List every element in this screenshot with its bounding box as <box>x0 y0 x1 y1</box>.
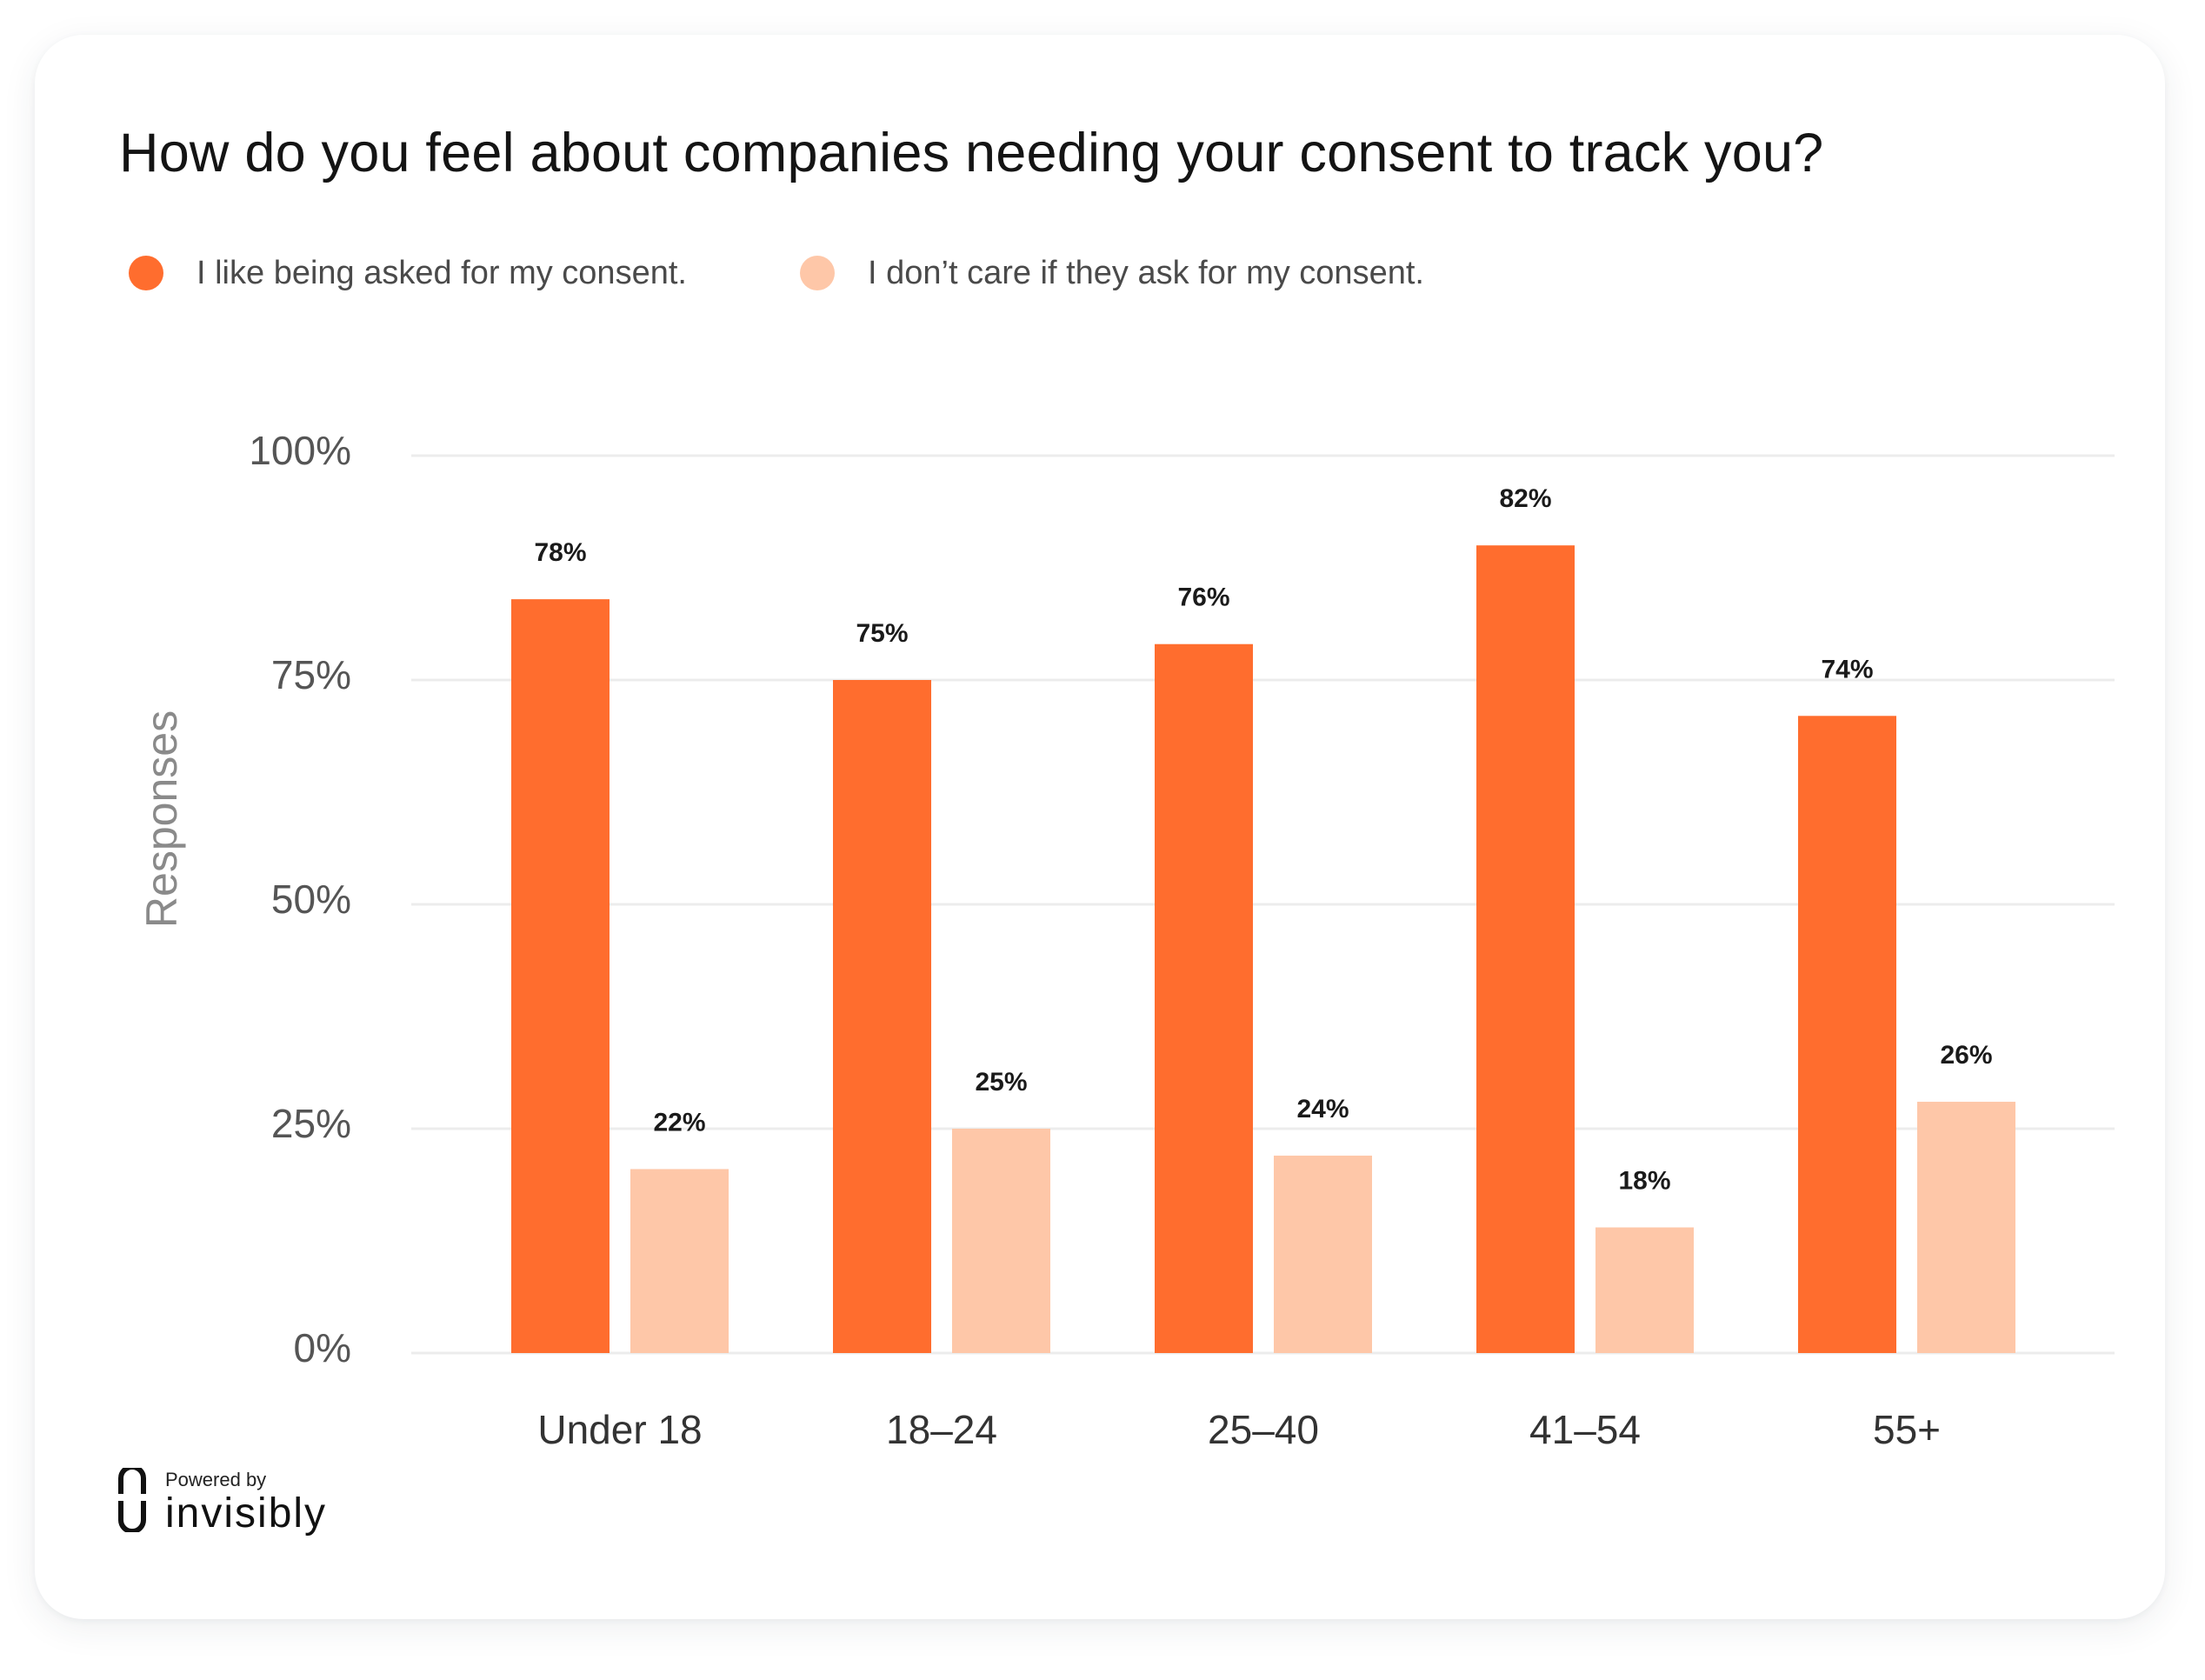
legend-item-like: I like being asked for my consent. <box>129 249 687 297</box>
data-label: 25% <box>975 1068 1027 1097</box>
data-label: 76% <box>1177 583 1229 612</box>
y-tick-label: 50% <box>271 877 351 922</box>
data-label: 18% <box>1618 1167 1670 1196</box>
legend-swatch-dont-care <box>800 256 835 290</box>
data-label: 26% <box>1940 1041 1992 1070</box>
y-tick-label: 0% <box>294 1325 351 1370</box>
data-label: 74% <box>1821 655 1873 683</box>
y-tick-label: 75% <box>271 652 351 697</box>
legend-swatch-like <box>129 256 163 290</box>
bar-like-18-24 <box>833 680 931 1353</box>
legend-label-dont-care: I don’t care if they ask for my consent. <box>868 254 1424 291</box>
data-label: 78% <box>534 538 586 567</box>
y-tick-label: 100% <box>249 428 351 473</box>
bar-like-25-40 <box>1155 643 1253 1353</box>
bar-like-under-18 <box>511 599 610 1353</box>
chart-title: How do you feel about companies needing … <box>119 123 1824 183</box>
bar-like-41-54 <box>1476 545 1575 1353</box>
bar-dont-care-25-40 <box>1274 1155 1372 1353</box>
y-tick-label: 25% <box>271 1101 351 1146</box>
bar-dont-care-41-54 <box>1595 1227 1694 1353</box>
x-tick-label: 41–54 <box>1529 1407 1641 1452</box>
data-label: 24% <box>1296 1095 1349 1123</box>
data-label: 82% <box>1499 484 1551 513</box>
powered-by-logo: Powered by invisibly <box>118 1464 327 1536</box>
bar-dont-care-under-18 <box>630 1169 729 1353</box>
x-tick-label: 18–24 <box>886 1407 997 1452</box>
data-label: 75% <box>856 619 908 648</box>
x-tick-label: 55+ <box>1873 1407 1941 1452</box>
data-label: 22% <box>653 1108 705 1137</box>
bar-like-55 <box>1798 716 1896 1353</box>
y-axis-title: Responses <box>137 710 186 928</box>
x-tick-label: 25–40 <box>1208 1407 1319 1452</box>
legend-item-dont-care: I don’t care if they ask for my consent. <box>800 249 1424 297</box>
legend-label-like: I like being asked for my consent. <box>197 254 687 291</box>
bar-dont-care-55 <box>1917 1102 2015 1353</box>
x-tick-label: Under 18 <box>537 1407 702 1452</box>
invisibly-logo-icon <box>118 1468 146 1532</box>
bar-dont-care-18-24 <box>952 1129 1050 1353</box>
brand-name: invisibly <box>165 1490 328 1537</box>
powered-by-label: Powered by <box>165 1469 267 1490</box>
